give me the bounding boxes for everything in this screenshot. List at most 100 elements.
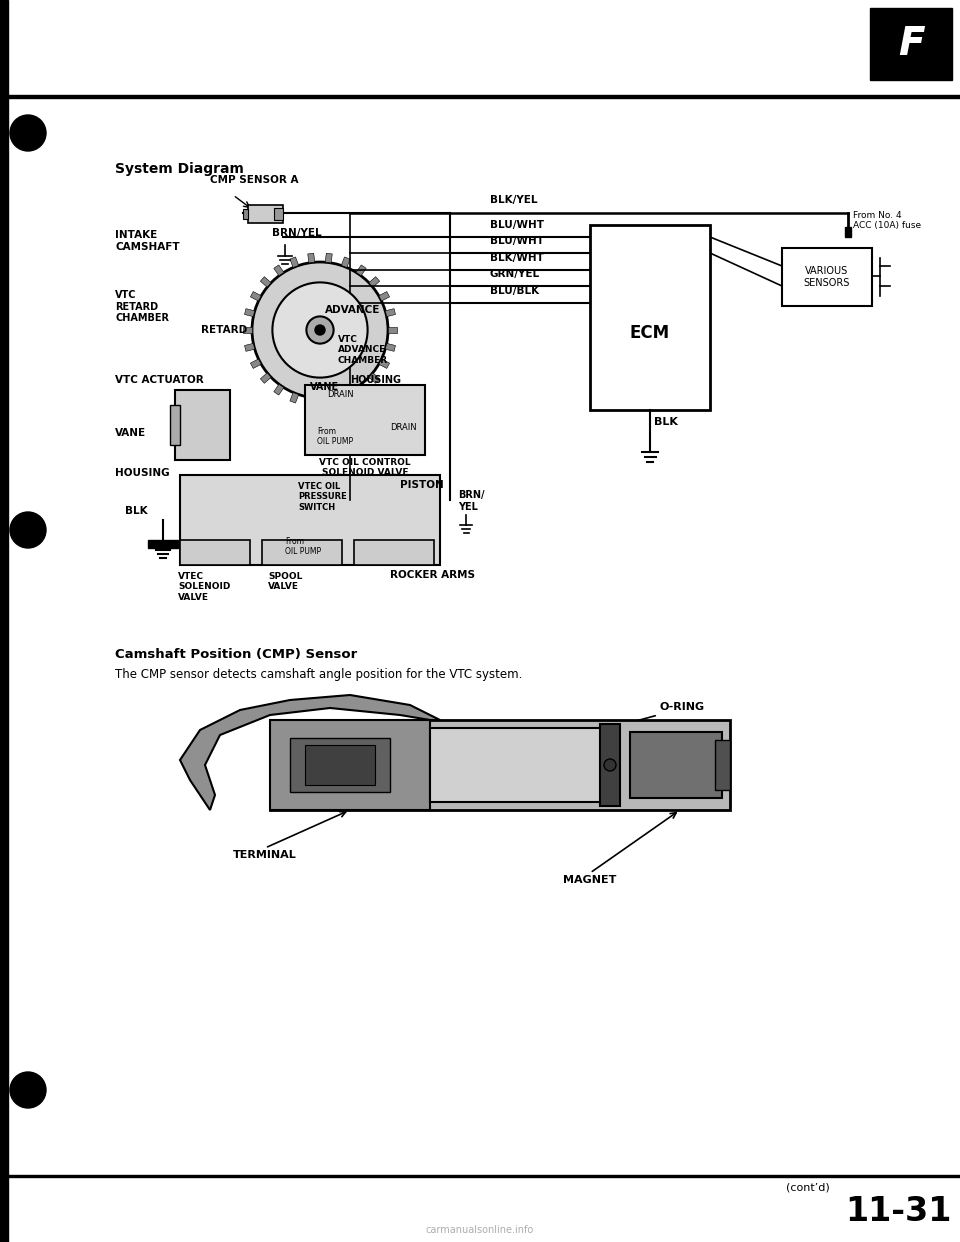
Text: BLK: BLK: [654, 417, 678, 427]
Polygon shape: [308, 253, 315, 263]
Text: MAGNET: MAGNET: [564, 876, 616, 886]
Text: BRN/YEL: BRN/YEL: [272, 229, 322, 238]
Polygon shape: [356, 265, 366, 276]
Text: HOUSING: HOUSING: [350, 375, 401, 385]
Circle shape: [604, 759, 616, 771]
Bar: [290, 738, 390, 792]
Bar: [845, 227, 851, 237]
Text: CMP SENSOR A: CMP SENSOR A: [210, 175, 299, 185]
Polygon shape: [274, 384, 284, 395]
Text: ADVANCE: ADVANCE: [325, 306, 380, 315]
Bar: [8, 94, 960, 98]
Polygon shape: [385, 309, 396, 317]
Polygon shape: [243, 327, 252, 333]
Bar: [180, 540, 250, 565]
Text: VTC OIL CONTROL
SOLENOID VALVE: VTC OIL CONTROL SOLENOID VALVE: [319, 458, 411, 477]
Polygon shape: [342, 392, 350, 404]
Text: VARIOUS
SENSORS: VARIOUS SENSORS: [804, 266, 851, 288]
Text: ECM: ECM: [630, 323, 670, 342]
Text: BLK: BLK: [126, 505, 148, 515]
Text: BLU/WHT: BLU/WHT: [490, 236, 544, 246]
Text: INTAKE
CAMSHAFT: INTAKE CAMSHAFT: [115, 230, 180, 252]
Polygon shape: [180, 696, 440, 810]
Polygon shape: [308, 397, 315, 407]
Circle shape: [10, 1072, 46, 1108]
Polygon shape: [260, 277, 271, 287]
Circle shape: [10, 512, 46, 548]
Bar: [715, 740, 730, 790]
Text: VANE: VANE: [310, 383, 339, 392]
Bar: [148, 540, 178, 548]
Bar: [170, 405, 180, 445]
Polygon shape: [379, 292, 390, 301]
Text: BLK/YEL: BLK/YEL: [490, 195, 538, 205]
Circle shape: [306, 317, 334, 344]
Text: The CMP sensor detects camshaft angle position for the VTC system.: The CMP sensor detects camshaft angle po…: [115, 668, 522, 681]
Bar: [630, 732, 722, 799]
Bar: [180, 474, 440, 565]
Text: PISTON: PISTON: [400, 479, 444, 491]
Polygon shape: [325, 397, 332, 407]
Polygon shape: [245, 343, 254, 351]
Bar: [270, 720, 730, 810]
Text: Camshaft Position (CMP) Sensor: Camshaft Position (CMP) Sensor: [115, 648, 357, 661]
Text: 11-31: 11-31: [845, 1195, 951, 1228]
Bar: [8, 1175, 960, 1177]
Polygon shape: [385, 343, 396, 351]
Polygon shape: [379, 359, 390, 369]
Bar: [243, 209, 248, 219]
Bar: [782, 248, 872, 306]
Bar: [262, 540, 342, 565]
Text: TERMINAL: TERMINAL: [233, 850, 297, 859]
Text: HOUSING: HOUSING: [115, 468, 170, 478]
Text: GRN/YEL: GRN/YEL: [490, 270, 540, 279]
Text: DRAIN: DRAIN: [326, 390, 353, 399]
Bar: [175, 390, 230, 460]
Text: VTC
ADVANCE
CHAMBER: VTC ADVANCE CHAMBER: [338, 335, 388, 365]
Polygon shape: [290, 392, 299, 404]
Bar: [305, 385, 425, 455]
Text: From
OIL PUMP: From OIL PUMP: [317, 427, 353, 446]
Circle shape: [10, 116, 46, 152]
Polygon shape: [369, 277, 379, 287]
Bar: [248, 205, 283, 224]
Polygon shape: [356, 384, 366, 395]
Text: VTEC OIL
PRESSURE
SWITCH: VTEC OIL PRESSURE SWITCH: [298, 482, 347, 512]
Text: SPOOL
VALVE: SPOOL VALVE: [268, 573, 302, 591]
Bar: [590, 225, 710, 410]
Text: VTC
RETARD
CHAMBER: VTC RETARD CHAMBER: [115, 289, 169, 323]
Text: VTEC
SOLENOID
VALVE: VTEC SOLENOID VALVE: [178, 573, 230, 602]
Polygon shape: [274, 265, 284, 276]
Polygon shape: [388, 327, 397, 333]
Circle shape: [315, 325, 325, 335]
Bar: [600, 724, 620, 806]
Text: ROCKER ARMS: ROCKER ARMS: [390, 570, 475, 580]
Polygon shape: [342, 257, 350, 267]
Polygon shape: [251, 292, 261, 301]
Polygon shape: [290, 257, 299, 267]
Text: VTC ACTUATOR: VTC ACTUATOR: [115, 375, 204, 385]
Polygon shape: [325, 253, 332, 263]
Bar: [354, 540, 434, 565]
Text: BLU/WHT: BLU/WHT: [490, 220, 544, 230]
Text: BLU/BLK: BLU/BLK: [490, 286, 540, 296]
Circle shape: [273, 282, 368, 378]
Polygon shape: [245, 309, 254, 317]
Bar: [0, 0, 8, 1242]
Text: VANE: VANE: [115, 428, 146, 438]
Bar: [305, 745, 375, 785]
Text: BRN/
YEL: BRN/ YEL: [458, 491, 485, 512]
Text: DRAIN: DRAIN: [390, 424, 417, 432]
Polygon shape: [369, 373, 379, 384]
Text: RETARD: RETARD: [201, 325, 247, 335]
Text: (cont’d): (cont’d): [786, 1182, 830, 1192]
Text: BLK/WHT: BLK/WHT: [490, 253, 544, 263]
Bar: [274, 207, 283, 220]
Bar: [430, 728, 610, 802]
Text: From No. 4
ACC (10A) fuse: From No. 4 ACC (10A) fuse: [853, 211, 922, 231]
Bar: [270, 720, 430, 810]
Polygon shape: [251, 359, 261, 369]
Text: carmanualsonline.info: carmanualsonline.info: [426, 1225, 534, 1235]
Bar: [870, 7, 952, 79]
Circle shape: [252, 262, 388, 397]
